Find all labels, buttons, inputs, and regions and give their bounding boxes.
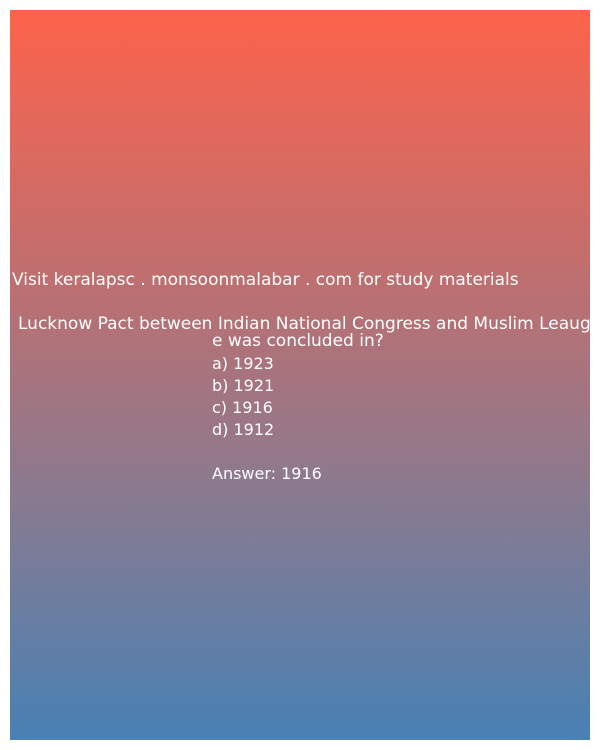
question-text-line1: Lucknow Pact between Indian National Con…: [18, 314, 590, 334]
question-text-line2: e was concluded in?: [212, 331, 384, 351]
spacer: [212, 441, 384, 463]
option-c: c) 1916: [212, 398, 273, 417]
option-d: d) 1912: [212, 420, 275, 439]
site-notice: Visit keralapsc . monsoonmalabar . com f…: [12, 270, 519, 290]
answer-text: Answer: 1916: [212, 464, 322, 483]
question-block: e was concluded in? a) 1923 b) 1921 c) 1…: [212, 331, 384, 485]
quiz-card: Visit keralapsc . monsoonmalabar . com f…: [10, 10, 590, 740]
option-a: a) 1923: [212, 354, 274, 373]
option-b: b) 1921: [212, 376, 275, 395]
